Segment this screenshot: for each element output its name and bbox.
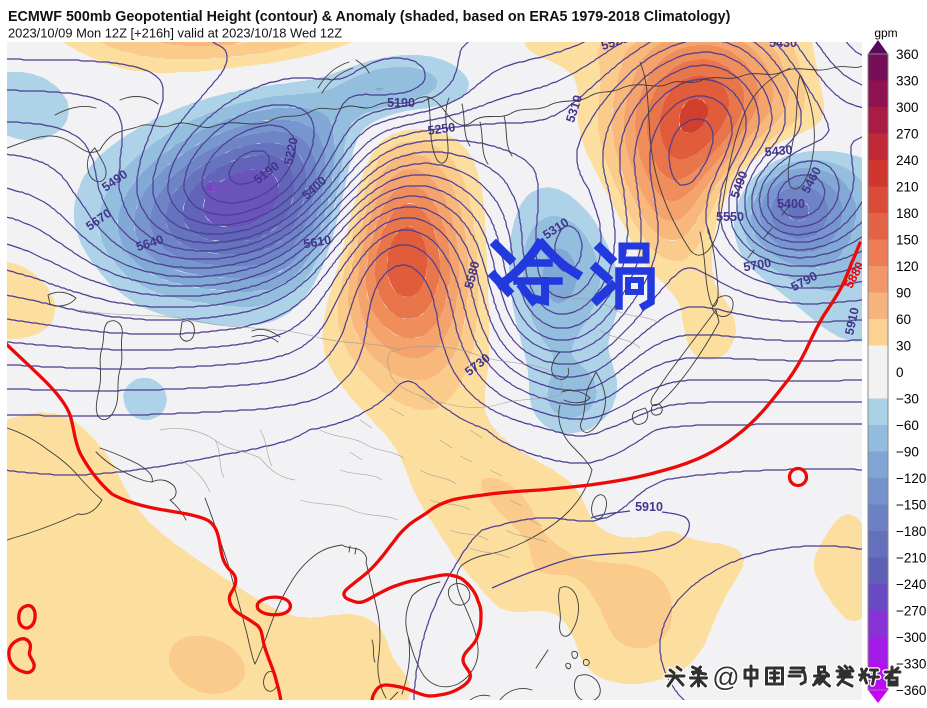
svg-text:5910: 5910: [635, 500, 663, 514]
svg-text:240: 240: [896, 153, 919, 168]
svg-text:5220: 5220: [281, 136, 300, 166]
svg-text:−210: −210: [896, 550, 926, 565]
svg-text:330: 330: [896, 73, 919, 88]
svg-text:@: @: [712, 662, 739, 692]
svg-text:gpm: gpm: [874, 26, 897, 40]
svg-text:5520: 5520: [599, 31, 630, 53]
svg-text:−240: −240: [896, 577, 926, 592]
svg-text:−360: −360: [896, 683, 926, 698]
svg-text:−150: −150: [896, 497, 926, 512]
svg-text:5400: 5400: [777, 197, 805, 211]
svg-text:150: 150: [896, 232, 919, 247]
svg-text:270: 270: [896, 126, 919, 141]
svg-text:−30: −30: [896, 391, 919, 406]
svg-text:−180: −180: [896, 524, 926, 539]
svg-text:5700: 5700: [742, 256, 772, 275]
svg-text:300: 300: [896, 100, 919, 115]
svg-text:5610: 5610: [302, 233, 332, 252]
svg-text:−60: −60: [896, 418, 919, 433]
svg-text:210: 210: [896, 179, 919, 194]
svg-text:−330: −330: [896, 656, 926, 671]
svg-text:90: 90: [896, 285, 911, 300]
svg-text:5430: 5430: [764, 143, 793, 159]
svg-text:60: 60: [896, 312, 911, 327]
svg-text:ECMWF 500mb Geopotential Heigh: ECMWF 500mb Geopotential Height (contour…: [8, 9, 731, 25]
svg-text:120: 120: [896, 259, 919, 274]
svg-text:5910: 5910: [842, 306, 861, 336]
svg-text:5550: 5550: [716, 210, 744, 224]
svg-text:5250: 5250: [427, 120, 457, 138]
svg-text:5430: 5430: [769, 36, 797, 50]
svg-text:5190: 5190: [387, 96, 415, 110]
svg-text:−270: −270: [896, 603, 926, 618]
svg-text:5580: 5580: [462, 260, 483, 291]
svg-text:0: 0: [896, 365, 904, 380]
svg-text:−90: −90: [896, 444, 919, 459]
svg-text:30: 30: [896, 338, 911, 353]
svg-text:180: 180: [896, 206, 919, 221]
svg-text:2023/10/09 Mon 12Z [+216h] val: 2023/10/09 Mon 12Z [+216h] valid at 2023…: [8, 26, 342, 41]
svg-text:360: 360: [896, 47, 919, 62]
svg-text:−120: −120: [896, 471, 926, 486]
svg-text:−300: −300: [896, 630, 926, 645]
